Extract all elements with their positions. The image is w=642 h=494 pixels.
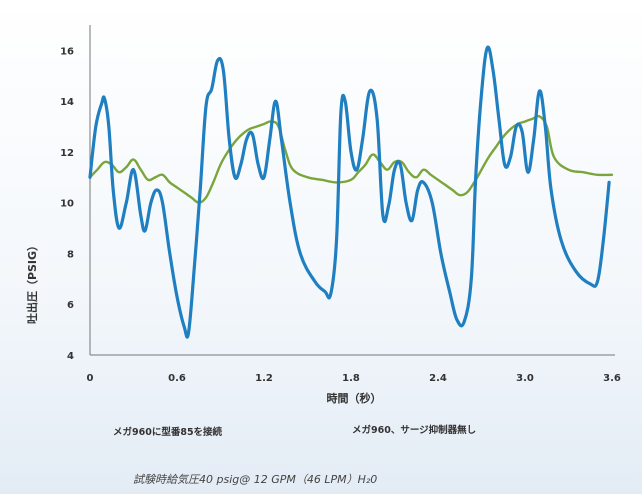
y-tick-label: 14: [60, 97, 74, 108]
x-tick-label: 1.2: [255, 373, 273, 384]
y-tick-label: 16: [60, 46, 74, 57]
y-axis-title: 吐出圧（PSIG）: [25, 240, 39, 324]
series-line-no-suppressor: [88, 45, 611, 339]
test-conditions-footnote: 試験時給気圧40 psig@ 12 GPM（46 LPM）H₂0: [133, 473, 377, 486]
y-tick-label: 10: [60, 199, 74, 210]
x-tick-label: 0: [87, 373, 94, 384]
y-tick-label: 6: [67, 300, 74, 311]
y-tick-label: 12: [60, 148, 74, 159]
x-tick-label: 1.8: [342, 373, 360, 384]
x-tick-label: 0.6: [168, 373, 186, 384]
series-layer: [88, 45, 614, 339]
x-axis-title: 時間（秒）: [327, 391, 382, 405]
y-tick-labels: 4 6 8 10 12 14 16: [60, 46, 74, 362]
x-tick-label: 3.6: [603, 373, 621, 384]
x-tick-label: 3.0: [516, 373, 534, 384]
legend-entry-blue: メガ960、サージ抑制器無し: [352, 424, 476, 436]
x-tick-labels: 0 0.6 1.2 1.8 2.4 3.0 3.6: [87, 373, 621, 384]
legend-entry-green: メガ960に型番85を接続: [113, 426, 223, 438]
y-tick-label: 4: [67, 351, 74, 362]
x-tick-label: 2.4: [429, 373, 447, 384]
y-tick-label: 8: [67, 249, 74, 260]
series-line-with-model-85: [88, 114, 614, 204]
chart-axes: [89, 25, 615, 356]
